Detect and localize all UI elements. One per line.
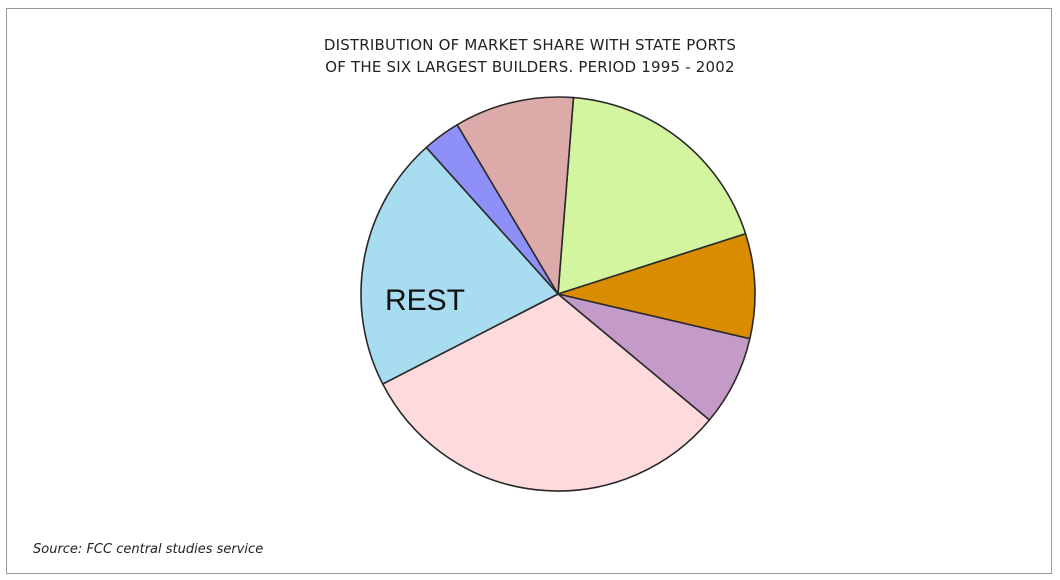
pie-slice-2 xyxy=(557,232,756,340)
pie-slice-7 xyxy=(456,96,575,295)
chart-title-line-2: OF THE SIX LARGEST BUILDERS. PERIOD 1995… xyxy=(325,58,735,76)
pie-slice-1 xyxy=(557,96,747,295)
chart-title: DISTRIBUTION OF MARKET SHARE WITH STATE … xyxy=(0,34,1060,78)
pie-slice-4 xyxy=(381,293,711,492)
chart-title-line-1: DISTRIBUTION OF MARKET SHARE WITH STATE … xyxy=(323,36,737,54)
source-note: Source: FCC central studies service xyxy=(33,542,264,557)
pie-slice-label: REST xyxy=(385,284,465,317)
pie-slice-5 xyxy=(360,146,559,385)
